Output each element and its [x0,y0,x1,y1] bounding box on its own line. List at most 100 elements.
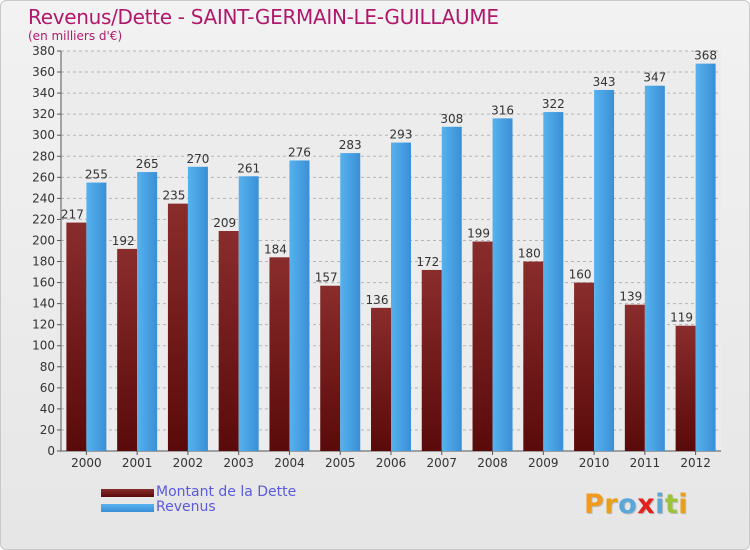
y-tick-label: 340 [32,86,55,100]
y-tick-label: 360 [32,65,55,79]
x-tick-label: 2003 [223,456,254,470]
chart-subtitle: (en milliers d'€) [28,29,123,43]
x-tick-label: 2007 [426,456,457,470]
bar-dette [66,222,87,451]
logo-letter: i [655,489,665,520]
data-label-revenus: 293 [390,128,413,142]
legend-swatch-dette [101,489,154,497]
bar-revenus [137,172,158,452]
bar-dette [421,269,442,451]
data-label-dette: 217 [61,208,84,222]
y-tick-label: 220 [32,212,55,226]
data-label-dette: 180 [518,247,541,261]
y-tick-label: 120 [32,318,55,332]
legend-swatch-revenus [101,504,154,512]
y-tick-label: 240 [32,191,55,205]
data-label-revenus: 261 [237,161,260,175]
data-label-revenus: 316 [491,103,514,117]
y-tick-label: 40 [40,402,55,416]
bar-revenus [391,142,411,451]
data-label-revenus: 347 [643,71,666,85]
data-label-revenus: 368 [694,49,717,63]
data-label-revenus: 276 [288,145,311,159]
y-tick-label: 0 [47,444,55,458]
x-tick-label: 2012 [680,456,711,470]
bar-revenus [492,118,513,452]
y-tick-label: 380 [32,44,55,58]
bar-revenus [594,89,615,452]
y-tick-label: 180 [32,255,55,269]
data-label-dette: 192 [112,234,135,248]
bar-dette [523,261,544,451]
data-label-dette: 160 [569,268,592,282]
y-tick-label: 160 [32,276,55,290]
bar-dette [574,282,595,451]
x-tick-label: 2009 [528,456,559,470]
bar-dette [117,248,138,451]
logo-letter: P [584,489,605,520]
logo-letter: x [637,489,656,520]
data-label-revenus: 343 [593,75,616,89]
y-tick-label: 140 [32,297,55,311]
bar-revenus [543,112,564,451]
y-tick-label: 260 [32,170,55,184]
data-label-dette: 172 [416,255,439,269]
legend-label-dette: Montant de la Dette [156,484,297,500]
y-tick-label: 20 [40,423,55,437]
logo-letter: r [604,489,619,520]
bar-revenus [86,182,107,451]
data-label-dette: 209 [213,216,236,230]
data-label-revenus: 255 [85,168,108,182]
bar-dette [624,304,645,451]
data-label-dette: 235 [162,189,185,203]
data-label-dette: 184 [264,242,287,256]
data-label-dette: 139 [619,290,642,304]
y-tick-label: 60 [40,381,55,395]
y-tick-label: 280 [32,149,55,163]
data-label-dette: 157 [315,271,338,285]
y-tick-label: 80 [40,360,55,374]
y-tick-label: 320 [32,107,55,121]
bar-revenus [187,166,208,451]
x-tick-label: 2002 [173,456,204,470]
data-label-revenus: 322 [542,97,565,111]
data-label-revenus: 270 [186,152,209,166]
data-label-dette: 136 [366,293,389,307]
bar-dette [472,241,493,451]
y-tick-label: 300 [32,128,55,142]
bar-dette [167,203,188,451]
logo-letter: o [618,489,638,520]
x-tick-label: 2004 [274,456,305,470]
x-tick-label: 2006 [376,456,407,470]
bar-revenus [441,126,462,451]
bar-revenus [238,176,259,451]
x-tick-label: 2011 [630,456,661,470]
data-label-revenus: 265 [136,157,159,171]
bar-dette [218,231,239,451]
bar-dette [371,307,391,451]
bar-dette [269,257,290,451]
x-tick-label: 2001 [122,456,153,470]
bar-revenus [644,85,665,451]
data-label-dette: 119 [670,311,693,325]
x-tick-label: 2010 [579,456,610,470]
bar-dette [320,285,341,451]
data-label-revenus: 308 [440,112,463,126]
data-label-revenus: 283 [339,138,362,152]
bar-revenus [340,153,361,451]
x-tick-label: 2000 [71,456,102,470]
x-tick-label: 2008 [477,456,508,470]
x-tick-label: 2005 [325,456,356,470]
logo-letter: i [678,489,689,520]
bar-dette [675,325,696,451]
logo-letter: t [664,489,679,520]
y-tick-label: 200 [32,233,55,247]
data-label-dette: 199 [467,227,490,241]
y-tick-label: 100 [32,339,55,353]
legend-label-revenus: Revenus [156,499,216,515]
bar-revenus [289,160,310,451]
chart-title: Revenus/Dette - SAINT-GERMAIN-LE-GUILLAU… [28,5,499,29]
bar-revenus [695,63,716,451]
